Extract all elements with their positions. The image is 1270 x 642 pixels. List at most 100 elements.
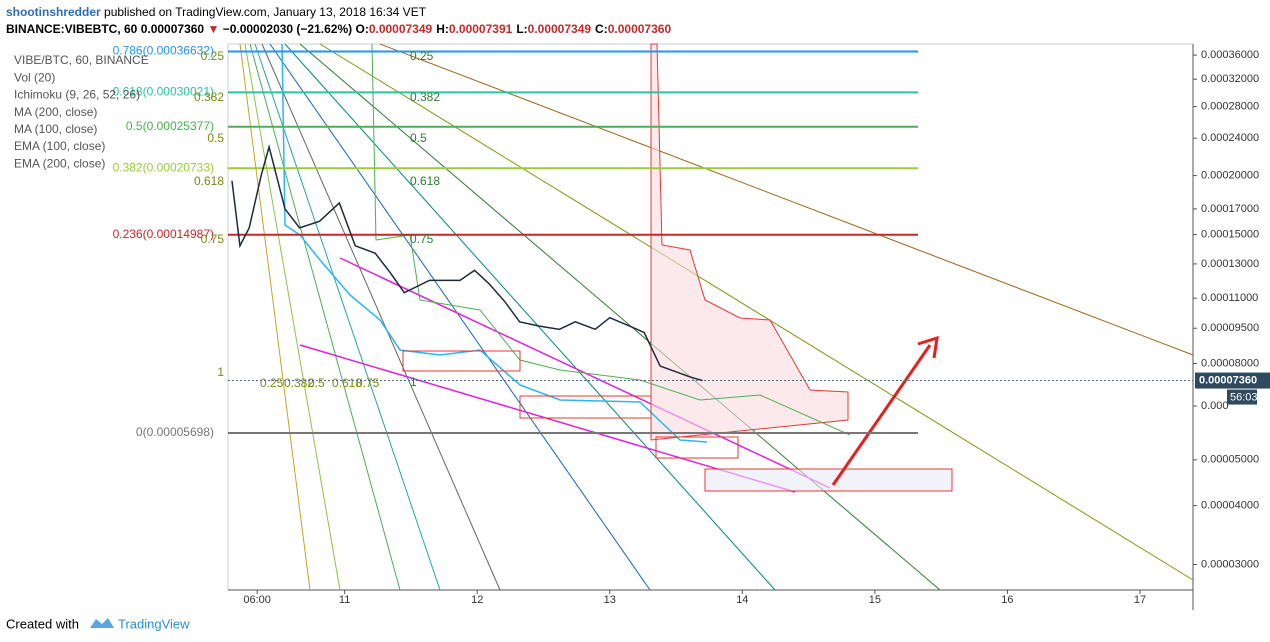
fan-label: 0.618 — [410, 174, 440, 188]
y-tick-label: 0.00017000 — [1201, 203, 1259, 215]
price-line — [231, 144, 703, 382]
fib-label: 0.382(0.00020733) — [113, 160, 214, 174]
y-tick-label: 0.00015000 — [1201, 228, 1259, 240]
fan-label: 0.75 — [410, 232, 434, 246]
ohlc-key: H: — [436, 22, 449, 36]
y-tick-label: 0.00003000 — [1201, 558, 1259, 570]
moving-average — [281, 43, 708, 443]
legend-item: MA (200, close) — [14, 105, 97, 119]
fan-label: 0.618 — [332, 376, 362, 390]
x-tick-label: 11 — [339, 594, 350, 606]
fan-line — [299, 43, 941, 591]
x-tick-label: 13 — [604, 594, 616, 606]
legend-item: VIBE/BTC, 60, BINANCE — [14, 53, 149, 67]
fan-label: 0.25 — [410, 49, 434, 63]
countdown: 56:03 — [1230, 391, 1258, 403]
ohlc-key: C: — [595, 22, 608, 36]
symbol: BINANCE:VIBEBTC, 60 — [6, 22, 138, 36]
countdown-box — [1227, 389, 1257, 405]
publish-line: shootinshredder published on TradingView… — [6, 4, 675, 21]
legend-item: MA (100, close) — [14, 122, 97, 136]
header: shootinshredder published on TradingView… — [6, 4, 675, 38]
fan-label: 0.25 — [260, 376, 284, 390]
fib-label: 0.236(0.00014987) — [113, 227, 214, 241]
ohlc-value: 0.00007349 — [527, 22, 592, 36]
ohlc-value: 0.00007360 — [607, 22, 672, 36]
fan-label: 1 — [217, 365, 224, 379]
brand-logo — [90, 618, 114, 628]
fib-label: 0.786(0.00036632) — [113, 44, 214, 58]
ohlc-key: O: — [355, 22, 369, 36]
y-tick-label: 0.00036000 — [1201, 49, 1259, 61]
x-tick-label: 14 — [736, 594, 748, 606]
fib-label: 0(0.00005698) — [136, 425, 214, 439]
fan-label: 0.382 — [194, 90, 224, 104]
arrow: ▼ — [207, 22, 220, 36]
last-price-box — [1195, 372, 1270, 389]
footer-created: Created with — [6, 616, 79, 631]
y-tick-label: 0.00020000 — [1201, 170, 1259, 182]
x-tick-label: 06:00 — [243, 594, 271, 606]
fib-label: 0.5(0.00025377) — [126, 119, 214, 133]
fan-label: 0.75 — [201, 232, 225, 246]
author[interactable]: shootinshredder — [6, 5, 101, 19]
fan-label: 0.618 — [194, 174, 224, 188]
fan-line — [244, 43, 341, 591]
x-tick-label: 12 — [471, 594, 483, 606]
fan-line — [284, 43, 776, 591]
y-tick-label: 0.00008000 — [1201, 357, 1259, 369]
legend-item: EMA (100, close) — [14, 139, 105, 153]
fan-label: 0.382 — [410, 90, 440, 104]
x-tick-label: 17 — [1134, 594, 1146, 606]
ohlc-key: L: — [516, 22, 528, 36]
drawings — [239, 43, 1194, 591]
x-tick-label: 15 — [869, 594, 881, 606]
footer-brand[interactable]: TradingView — [118, 616, 190, 631]
fan-line — [261, 43, 501, 591]
fan-line — [379, 43, 1194, 356]
y-tick-label: 0.00004000 — [1201, 499, 1259, 511]
fan-label: 0.25 — [201, 49, 225, 63]
ichimoku-cloud — [650, 43, 849, 441]
fan-label: 0.5 — [410, 131, 427, 145]
range-box — [655, 436, 739, 459]
arrow-shaft — [831, 344, 932, 486]
y-tick-label: 0.00028000 — [1201, 101, 1259, 113]
x-tick-label: 16 — [1001, 594, 1013, 606]
fan-label: 0.75 — [356, 376, 380, 390]
fan-line — [249, 43, 401, 591]
y-tick-label: 0.00011000 — [1201, 292, 1258, 304]
range-box — [519, 395, 652, 419]
fib-label: 0.618(0.00030021) — [113, 84, 214, 98]
last: 0.00007360 — [140, 22, 205, 36]
range-box — [402, 350, 521, 372]
fan-line — [239, 43, 311, 591]
fan-line — [319, 43, 1194, 581]
fan-label: 0.5 — [308, 376, 325, 390]
fan-label: 0.5 — [207, 131, 224, 145]
change: −0.00002030 (−21.62%) — [222, 22, 353, 36]
y-tick-label: 0.000 — [1201, 400, 1229, 412]
ohlc-value: 0.00007391 — [448, 22, 513, 36]
published: published on TradingView.com, January 13… — [104, 5, 427, 19]
ohlc: O:0.00007349 H:0.00007391 L:0.00007349 C:0.… — [355, 22, 675, 36]
y-tick-label: 0.00013000 — [1201, 258, 1259, 270]
legend-item: Ichimoku (9, 26, 52, 26) — [14, 88, 140, 102]
symbol-line: BINANCE:VIBEBTC, 60 0.00007360 ▼ −0.0000… — [6, 21, 675, 38]
fan-line — [269, 43, 651, 591]
fan-label: 0.382 — [284, 376, 314, 390]
fan-label: 1 — [410, 375, 417, 389]
y-tick-label: 0.00024000 — [1201, 132, 1259, 144]
last-price-label: 0.00007360 — [1199, 374, 1257, 386]
arrow-head — [917, 335, 939, 359]
y-tick-label: 0.00005000 — [1201, 454, 1259, 466]
ohlc-value: 0.00007349 — [368, 22, 433, 36]
target-box — [704, 468, 953, 492]
legend-item: EMA (200, close) — [14, 156, 105, 170]
legend-item: Vol (20) — [14, 70, 55, 84]
y-tick-label: 0.00009500 — [1201, 322, 1259, 334]
y-tick-label: 0.00032000 — [1201, 73, 1259, 85]
fan-line — [254, 43, 441, 591]
